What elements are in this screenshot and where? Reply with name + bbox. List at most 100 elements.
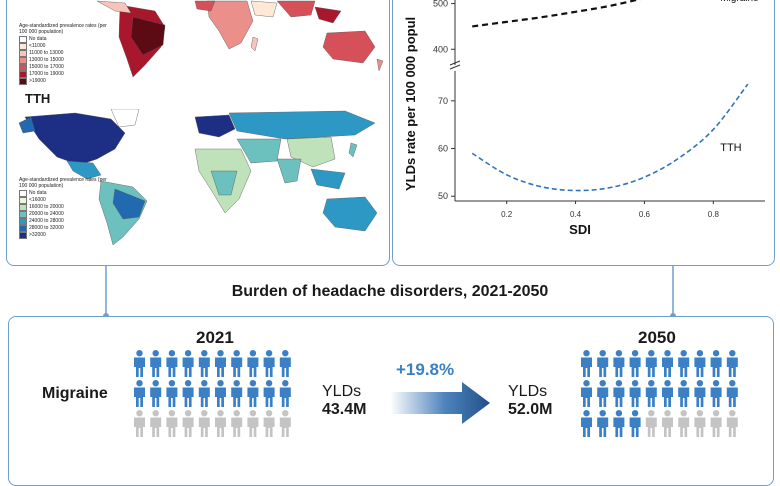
legend-item: 11000 to 13000 (19, 49, 109, 57)
yld-2021: YLDs 43.4M (322, 383, 366, 419)
person-icon (597, 380, 609, 407)
person-icon (166, 410, 178, 437)
legend-item: 16000 to 20000 (19, 203, 109, 211)
legend-swatch (19, 189, 27, 197)
tth-world-map (18, 109, 378, 246)
person-icon (215, 350, 226, 377)
person-icon (150, 410, 162, 437)
person-icon (150, 350, 162, 377)
migraine-map-legend: Age-standardized prevalence rates (per 1… (19, 23, 109, 85)
legend-title: Age-standardized prevalence rates (per 1… (19, 177, 107, 190)
legend-swatch (19, 196, 27, 204)
person-icon (678, 410, 690, 437)
legend-swatch (19, 217, 27, 225)
map-region-central-america (96, 0, 132, 14)
person-icon (613, 410, 625, 437)
map-region-australia (322, 30, 376, 64)
person-icon (710, 380, 722, 407)
person-icon (182, 350, 194, 377)
legend-item: <16000 (19, 196, 109, 204)
axis-break-mark (449, 64, 461, 70)
y-tick-label: 70 (438, 96, 448, 106)
legend-swatch (19, 210, 27, 218)
legend-swatch (19, 224, 27, 232)
legend-item: <11000 (19, 42, 109, 50)
x-tick-label: 0.2 (501, 210, 513, 219)
person-icon (231, 350, 243, 377)
year-start-label: 2021 (196, 328, 234, 347)
person-icon (279, 410, 291, 437)
person-icon (581, 350, 592, 377)
tth-map-legend: Age-standardized prevalence rates (per 1… (19, 177, 109, 239)
map-region-australia (322, 196, 378, 232)
person-icon (247, 410, 259, 437)
y-tick-label: 60 (438, 144, 448, 154)
x-tick-label: 0.8 (708, 210, 720, 219)
person-icon (263, 380, 275, 407)
legend-item: 28000 to 32000 (19, 224, 109, 232)
person-icon (597, 410, 609, 437)
yld-label: YLDs (322, 383, 362, 400)
person-icon (694, 380, 706, 407)
person-icon (662, 380, 673, 407)
person-icon (629, 380, 641, 407)
person-icon (613, 380, 625, 407)
burden-section-title: Burden of headache disorders, 2021-2050 (231, 283, 549, 300)
person-icon (581, 410, 592, 437)
growth-percentage: +19.8% (396, 360, 455, 379)
person-icon (231, 410, 243, 437)
person-icon (645, 410, 657, 437)
yld-value-2050: 52.0M (508, 401, 553, 418)
person-icon (134, 350, 145, 377)
legend-item: No data (19, 35, 109, 43)
person-icon (182, 380, 194, 407)
legend-item: 24000 to 28000 (19, 217, 109, 225)
person-icon (694, 350, 706, 377)
map-region-new-zealand (376, 58, 384, 72)
map-region-japan (348, 142, 358, 158)
map-region-africa (206, 0, 254, 50)
map-region-middle-east (250, 0, 278, 18)
person-icon (645, 380, 657, 407)
person-icon (150, 380, 162, 407)
legend-item: 15000 to 17000 (19, 63, 109, 71)
map-region-greenland (110, 109, 140, 128)
person-icon (678, 350, 690, 377)
map-region-europe (194, 0, 216, 12)
person-icon (198, 350, 210, 377)
series-line-tth (471, 83, 749, 192)
person-icon (231, 380, 243, 407)
series-label-tth: TTH (720, 142, 741, 154)
person-icon (263, 350, 275, 377)
legend-swatch (19, 56, 27, 64)
person-icon (694, 410, 706, 437)
map-region-south-asia (276, 158, 302, 184)
legend-swatch (19, 35, 27, 43)
person-icon (279, 350, 291, 377)
map-region-southeast-asia (310, 168, 346, 190)
person-icon (726, 380, 738, 407)
x-tick-label: 0.6 (639, 210, 651, 219)
person-icon (678, 380, 690, 407)
map-region-brazil (112, 188, 146, 220)
person-icon (134, 380, 145, 407)
person-icon (710, 410, 722, 437)
legend-swatch (19, 63, 27, 71)
person-icon (279, 380, 291, 407)
y-tick-label: 400 (433, 44, 448, 54)
y-tick-label: 500 (433, 0, 448, 9)
person-icon (198, 380, 210, 407)
person-icon (629, 350, 641, 377)
person-icon (215, 410, 226, 437)
person-icon (247, 350, 259, 377)
person-icon (182, 410, 194, 437)
person-icon (726, 410, 738, 437)
migraine-world-map (15, 0, 385, 81)
growth-arrow-icon (390, 382, 490, 424)
legend-item: >19000 (19, 77, 109, 85)
map-region-alaska (18, 116, 36, 134)
yld-value-2021: 43.4M (322, 401, 367, 418)
person-icon (581, 380, 592, 407)
person-icon (613, 350, 625, 377)
x-tick-label: 0.4 (570, 210, 582, 219)
